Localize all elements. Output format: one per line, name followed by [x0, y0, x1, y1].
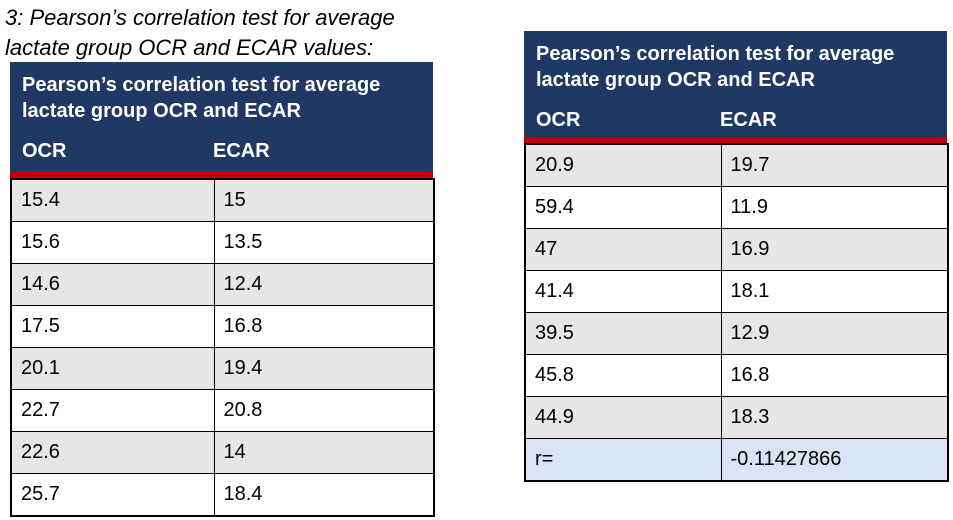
table-cell-ecar: 13.5: [213, 221, 435, 264]
table-row: 15.6 13.5: [10, 221, 435, 264]
table-row: 25.7 18.4: [10, 473, 435, 517]
left-correlation-table: Pearson’s correlation test for average l…: [10, 62, 435, 517]
right-column-headers: OCR ECAR: [536, 109, 935, 132]
table-cell-ocr: 59.4: [524, 186, 722, 229]
red-accent-line: [10, 172, 433, 178]
left-table-header: Pearson’s correlation test for average l…: [10, 62, 433, 172]
table-row: 17.5 16.8: [10, 305, 435, 348]
table-cell-ecar: 12.9: [720, 312, 949, 355]
table-cell-ocr: 25.7: [10, 473, 215, 517]
table-cell-ecar: 11.9: [720, 186, 949, 229]
table-cell-ocr: 22.7: [10, 389, 215, 432]
table-cell-ocr: 15.4: [10, 178, 215, 222]
table-cell-ecar: 18.3: [720, 396, 949, 439]
table-row: 39.5 12.9: [524, 312, 949, 355]
table-row: 22.7 20.8: [10, 389, 435, 432]
table-cell-ocr: 20.1: [10, 347, 215, 390]
table-cell-ecar: 16.8: [720, 354, 949, 397]
caption-line-1: 3: Pearson’s correlation test for averag…: [5, 5, 395, 30]
red-accent-line: [524, 137, 947, 143]
correlation-result-row: r= -0.11427866: [524, 438, 949, 482]
right-table-title: Pearson’s correlation test for average l…: [536, 43, 895, 91]
table-row: 44.9 18.3: [524, 396, 949, 439]
table-row: 47 16.9: [524, 228, 949, 271]
table-cell-ocr: 15.6: [10, 221, 215, 264]
table-cell-ocr: 47: [524, 228, 722, 271]
table-row: 41.4 18.1: [524, 270, 949, 313]
table-cell-ocr: 44.9: [524, 396, 722, 439]
table-cell-ecar: 20.8: [213, 389, 435, 432]
table-cell-ecar: 19.4: [213, 347, 435, 390]
right-data-table: 20.9 19.7 59.4 11.9 47 16.9 41.4 18.1 39…: [524, 143, 949, 482]
left-data-table: 15.4 15 15.6 13.5 14.6 12.4 17.5 16.8 20…: [10, 178, 435, 517]
table-cell-ocr: 17.5: [10, 305, 215, 348]
right-table-header: Pearson’s correlation test for average l…: [524, 31, 947, 137]
table-cell-ecar: 16.9: [720, 228, 949, 271]
table-row: 22.6 14: [10, 431, 435, 474]
table-cell-ecar: 18.1: [720, 270, 949, 313]
table-cell-ecar: 18.4: [213, 473, 435, 517]
left-column-headers: OCR ECAR: [22, 140, 421, 163]
left-table-title: Pearson’s correlation test for average l…: [22, 74, 381, 122]
column-header-ocr: OCR: [22, 140, 67, 162]
table-cell-ocr: 22.6: [10, 431, 215, 474]
table-cell-ocr: 45.8: [524, 354, 722, 397]
table-cell-ecar: 14: [213, 431, 435, 474]
result-value-cell: -0.11427866: [720, 438, 949, 482]
table-row: 14.6 12.4: [10, 263, 435, 306]
table-row: 20.9 19.7: [524, 143, 949, 187]
caption-line-2: lactate group OCR and ECAR values:: [5, 35, 374, 60]
right-correlation-table: Pearson’s correlation test for average l…: [524, 31, 949, 482]
table-cell-ecar: 15: [213, 178, 435, 222]
table-row: 59.4 11.9: [524, 186, 949, 229]
table-row: 45.8 16.8: [524, 354, 949, 397]
table-cell-ocr: 41.4: [524, 270, 722, 313]
table-cell-ocr: 39.5: [524, 312, 722, 355]
table-cell-ocr: 20.9: [524, 143, 722, 187]
table-cell-ocr: 14.6: [10, 263, 215, 306]
table-cell-ecar: 16.8: [213, 305, 435, 348]
table-row: 20.1 19.4: [10, 347, 435, 390]
result-label-cell: r=: [524, 438, 722, 482]
table-cell-ecar: 12.4: [213, 263, 435, 306]
table-row: 15.4 15: [10, 178, 435, 222]
column-header-ecar: ECAR: [213, 140, 270, 162]
column-header-ecar: ECAR: [720, 109, 777, 131]
figure-caption: 3: Pearson’s correlation test for averag…: [5, 3, 395, 63]
column-header-ocr: OCR: [536, 109, 581, 131]
table-cell-ecar: 19.7: [720, 143, 949, 187]
